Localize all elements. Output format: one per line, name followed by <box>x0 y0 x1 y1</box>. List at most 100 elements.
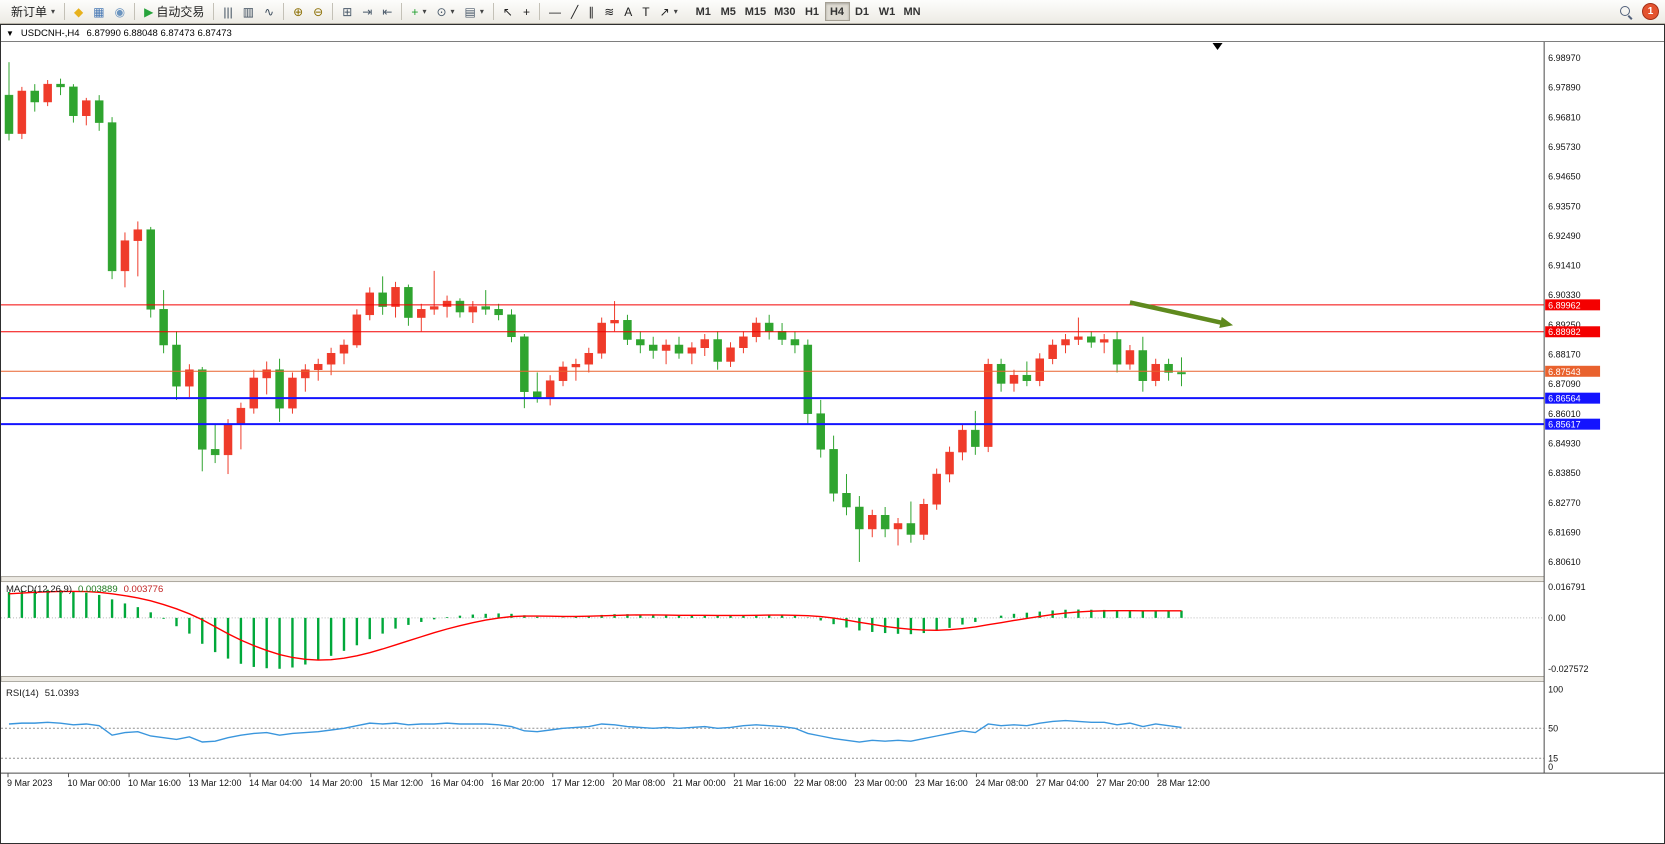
toolbar-separator <box>492 3 494 20</box>
candle-body <box>880 514 890 530</box>
fibonacci-button[interactable]: ≋ <box>599 2 619 22</box>
chart-window: 6.98970 6.97890 6.96810 6.95730 6.94650 6.935… <box>0 24 1665 844</box>
cursor-icon: ↖ <box>502 4 513 19</box>
candle-body <box>275 369 284 409</box>
timeframe-m15[interactable]: M15 <box>741 2 770 21</box>
panel-divider[interactable] <box>1 676 1664 682</box>
channel-button[interactable]: ∥ <box>583 2 599 22</box>
chart-canvas[interactable]: 6.98970 6.97890 6.96810 6.95730 6.94650 6.935… <box>1 25 1664 843</box>
svg-text:21 Mar 16:00: 21 Mar 16:00 <box>733 778 786 788</box>
chart-shift-icon: ⇤ <box>382 4 393 19</box>
tile-windows-button[interactable]: ⊞ <box>337 2 357 22</box>
toolbar-separator <box>213 3 215 20</box>
caret-down-icon: ▾ <box>479 7 484 16</box>
timeframe-h1[interactable]: H1 <box>800 2 825 21</box>
svg-text:6.90330: 6.90330 <box>1548 290 1580 300</box>
indicators-button[interactable]: + ▾ <box>406 2 431 22</box>
timeframe-w1[interactable]: W1 <box>875 2 900 21</box>
notification-badge[interactable]: 1 <box>1642 3 1659 20</box>
macd-signal-line <box>8 590 1182 661</box>
label-icon: T <box>642 4 650 19</box>
market-watch-button[interactable]: ◆ <box>69 2 88 22</box>
candle-body <box>545 380 555 398</box>
panel-divider[interactable] <box>1 576 1664 583</box>
toolbar-groups: 新订单 ▾ ◆ ▦ ◉ ▶ 自动交易 ||| ▥ ∿ ⊕ ⊖ ⊞ ⇥ ⇤ + ▾ ⊙ ▾ ▤ ▾ ↖ + — ╱ ∥ ≋ A T ↗ ▾ <box>6 2 683 22</box>
toolbar-separator <box>283 3 285 20</box>
trend-arrow-head[interactable] <box>1219 316 1234 329</box>
svg-text:16 Mar 20:00: 16 Mar 20:00 <box>491 778 544 788</box>
svg-text:23 Mar 00:00: 23 Mar 00:00 <box>854 778 907 788</box>
price-shift-marker[interactable] <box>1212 42 1223 50</box>
new-order-button[interactable]: 新订单 ▾ <box>6 2 60 22</box>
arrows-button[interactable]: ↗ ▾ <box>655 2 683 22</box>
candle-body <box>752 322 761 338</box>
svg-text:21 Mar 00:00: 21 Mar 00:00 <box>673 778 726 788</box>
label-button[interactable]: T <box>637 2 654 22</box>
rsi-line <box>8 719 1182 743</box>
periods-button[interactable]: ⊙ ▾ <box>431 2 459 22</box>
candle-body <box>210 449 220 456</box>
timeframe-m1[interactable]: M1 <box>691 2 716 21</box>
price-tag <box>1545 392 1601 404</box>
svg-text:28 Mar 12:00: 28 Mar 12:00 <box>1157 778 1210 788</box>
timeframe-m30[interactable]: M30 <box>770 2 799 21</box>
candle-body <box>429 306 439 310</box>
svg-text:0.00: 0.00 <box>1548 613 1565 623</box>
timeframe-h4[interactable]: H4 <box>824 2 850 21</box>
line-chart-mode-button[interactable]: ∿ <box>259 2 279 22</box>
timeframe-mn[interactable]: MN <box>900 2 925 21</box>
zoom-out-button[interactable]: ⊖ <box>308 2 328 22</box>
auto-scroll-button[interactable]: ⇥ <box>357 2 377 22</box>
svg-text:6.85617: 6.85617 <box>1548 420 1580 430</box>
auto-trading-button[interactable]: ▶ 自动交易 <box>139 2 209 22</box>
svg-text:14 Mar 20:00: 14 Mar 20:00 <box>310 778 363 788</box>
timeframe-m5[interactable]: M5 <box>716 2 741 21</box>
search-icon[interactable] <box>1617 3 1635 21</box>
price-axis[interactable]: 6.98970 6.97890 6.96810 6.95730 6.94650 6.935… <box>1545 53 1601 772</box>
candlestick-mode-button[interactable]: ▥ <box>238 2 259 22</box>
timeframe-d1[interactable]: D1 <box>850 2 875 21</box>
auto-trading-icon: ▶ <box>144 4 154 19</box>
candle-body <box>764 322 774 332</box>
crosshair-icon: + <box>522 4 530 19</box>
svg-text:0.016791: 0.016791 <box>1548 582 1585 592</box>
svg-text:6.82770: 6.82770 <box>1548 498 1580 508</box>
time-axis[interactable]: 9 Mar 2023 10 Mar 00:00 10 Mar 16:00 13 Mar… <box>7 773 1210 788</box>
zoom-in-icon: ⊕ <box>293 4 304 19</box>
candle-body <box>507 314 516 338</box>
candle-body <box>945 451 954 475</box>
candle-body <box>893 523 903 530</box>
candle-body <box>842 493 851 508</box>
chart-menu-icon[interactable]: ▼ <box>6 28 14 38</box>
tile-windows-icon: ⊞ <box>342 4 353 19</box>
candle-body <box>120 240 130 272</box>
candle-body <box>30 90 40 103</box>
navigator-button[interactable]: ◉ <box>110 2 130 22</box>
svg-text:0: 0 <box>1548 762 1553 772</box>
candle-body <box>1048 344 1057 359</box>
toolbar-separator <box>401 3 403 20</box>
svg-text:6.88982: 6.88982 <box>1548 327 1580 337</box>
chart-symbol-period: USDCNH-,H4 <box>20 27 80 39</box>
chart-shift-button[interactable]: ⇤ <box>377 2 397 22</box>
candle-body <box>1112 339 1122 365</box>
text-button[interactable]: A <box>619 2 637 22</box>
svg-text:6.87090: 6.87090 <box>1548 379 1580 389</box>
bar-chart-mode-button[interactable]: ||| <box>218 2 237 22</box>
svg-text:6.97890: 6.97890 <box>1548 83 1580 93</box>
candle-body <box>82 100 91 116</box>
candle-body <box>185 369 194 387</box>
templates-button[interactable]: ▤ ▾ <box>460 2 489 22</box>
horizontal-line-button[interactable]: — <box>544 2 566 22</box>
trendline-button[interactable]: ╱ <box>566 2 583 22</box>
candle-body <box>726 347 735 362</box>
candle-body <box>520 336 529 392</box>
candle-body <box>1151 363 1160 381</box>
crosshair-button[interactable]: + <box>518 2 535 22</box>
svg-text:15 Mar 12:00: 15 Mar 12:00 <box>370 778 423 788</box>
trend-arrow[interactable] <box>1129 300 1225 326</box>
data-window-button[interactable]: ▦ <box>88 2 109 22</box>
svg-text:6.86010: 6.86010 <box>1548 409 1580 419</box>
zoom-in-button[interactable]: ⊕ <box>288 2 308 22</box>
cursor-button[interactable]: ↖ <box>498 2 518 22</box>
